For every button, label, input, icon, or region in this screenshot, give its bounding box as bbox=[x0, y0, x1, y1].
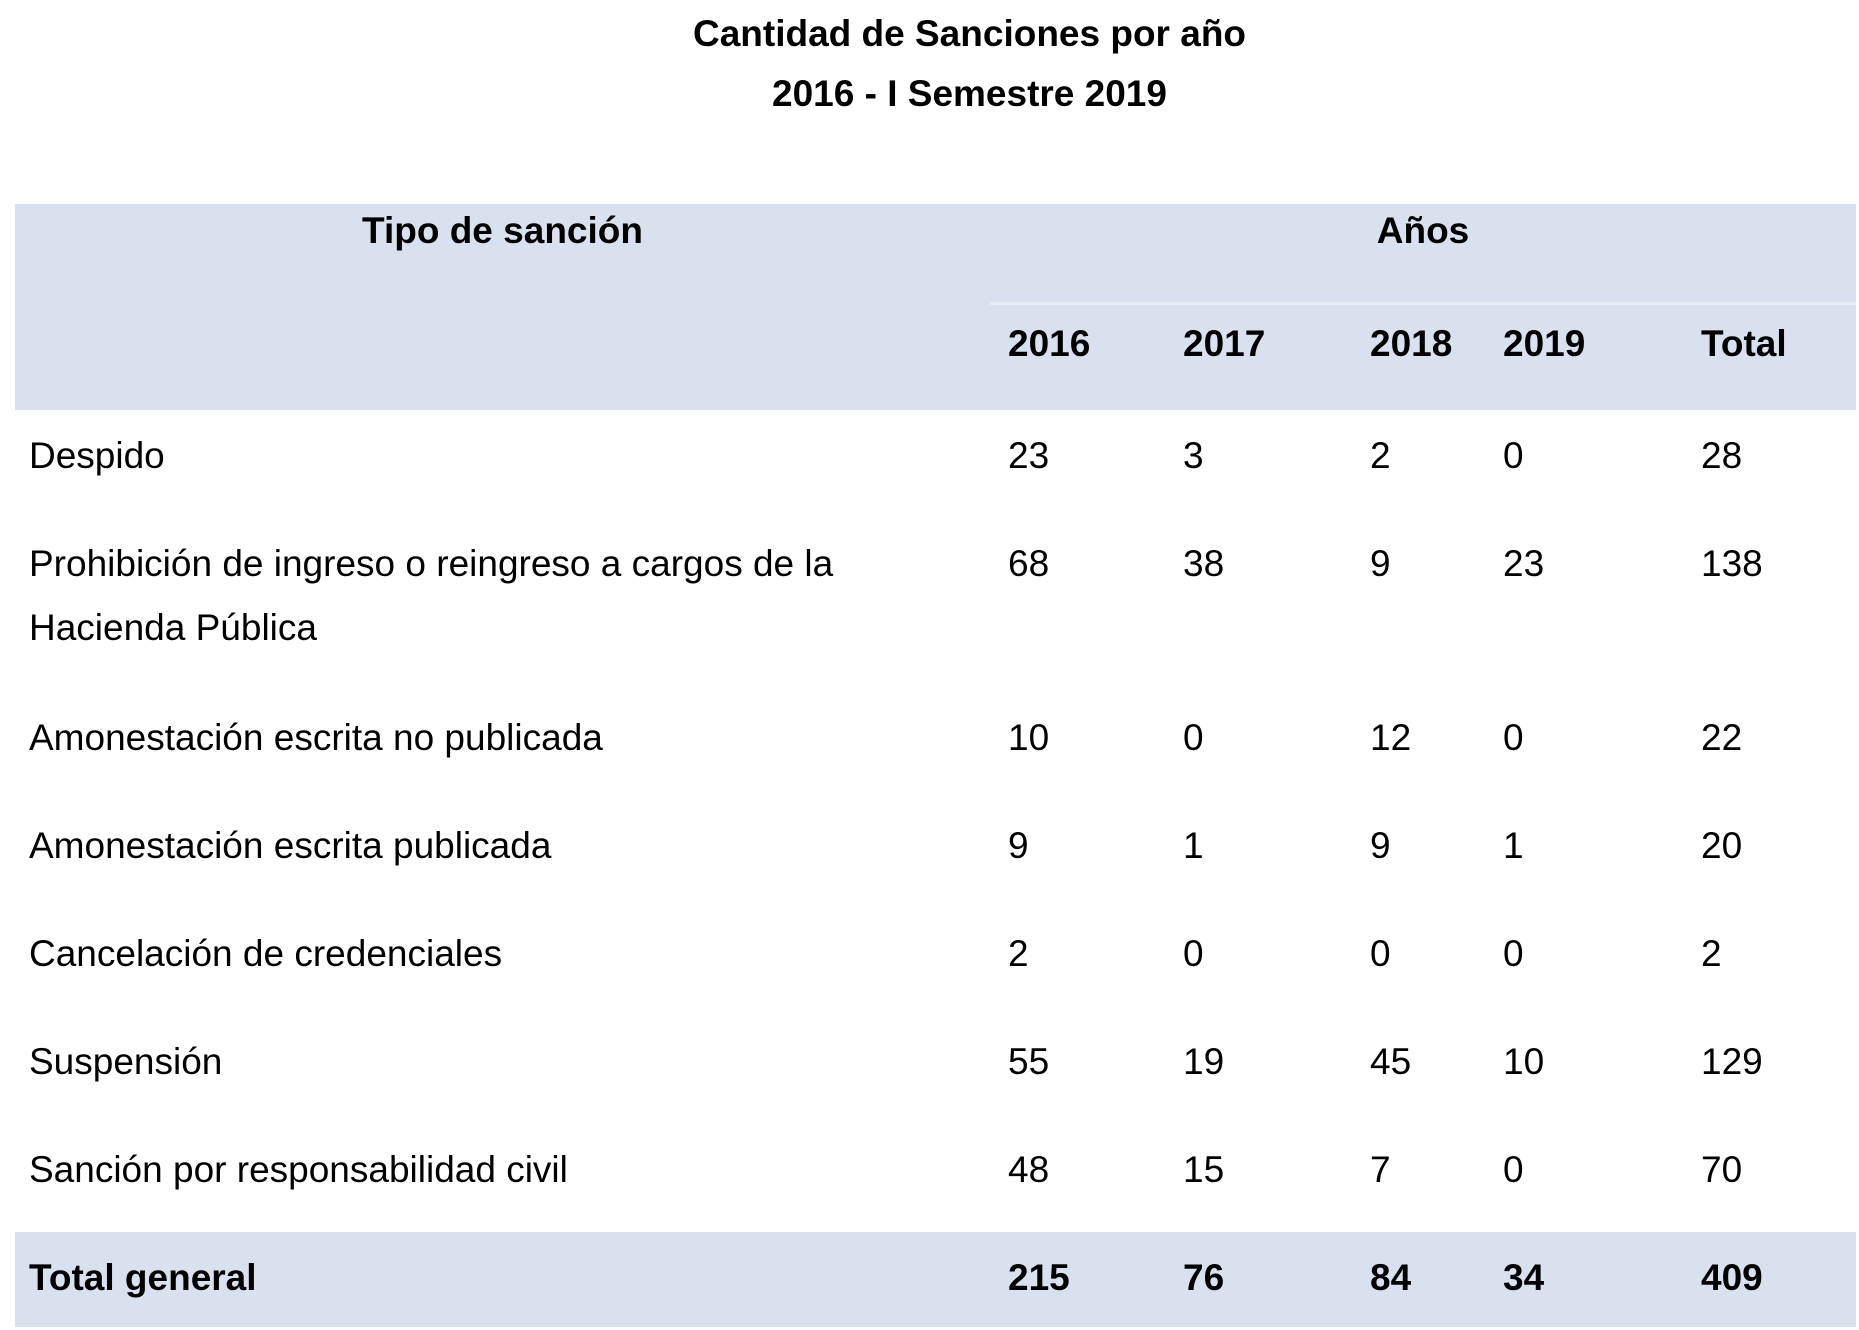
cell-2016: 2 bbox=[990, 908, 1165, 1016]
total-cell-total: 409 bbox=[1683, 1232, 1856, 1327]
row-label: Suspensión bbox=[15, 1016, 990, 1124]
cell-2019: 1 bbox=[1485, 800, 1683, 908]
header-group-row: Tipo de sanción Años bbox=[15, 204, 1856, 410]
page-title-line-1: Cantidad de Sanciones por año bbox=[692, 13, 1247, 54]
table-row-amonestacion-no-publicada: Amonestación escrita no publicada 10 0 1… bbox=[15, 692, 1856, 800]
cell-2018: 45 bbox=[1352, 1016, 1485, 1124]
column-header-type: Tipo de sanción bbox=[15, 204, 990, 410]
column-group-header-years: Años bbox=[990, 204, 1856, 305]
table-row-despido: Despido 23 3 2 0 28 bbox=[15, 410, 1856, 518]
cell-2016: 68 bbox=[990, 518, 1165, 692]
cell-2016: 48 bbox=[990, 1124, 1165, 1232]
row-label: Amonestación escrita publicada bbox=[15, 800, 990, 908]
cell-2017: 0 bbox=[1165, 692, 1352, 800]
row-label: Prohibición de ingreso o reingreso a car… bbox=[15, 518, 990, 692]
column-header-2019: 2019 bbox=[1485, 303, 1683, 410]
cell-2017: 15 bbox=[1165, 1124, 1352, 1232]
cell-2017: 0 bbox=[1165, 908, 1352, 1016]
cell-2017: 1 bbox=[1165, 800, 1352, 908]
cell-2019: 0 bbox=[1485, 692, 1683, 800]
table-body: Despido 23 3 2 0 28 Prohibición de ingre… bbox=[15, 410, 1856, 1327]
cell-2017: 19 bbox=[1165, 1016, 1352, 1124]
table-row-cancelacion: Cancelación de credenciales 2 0 0 0 2 bbox=[15, 908, 1856, 1016]
table-row-suspension: Suspensión 55 19 45 10 129 bbox=[15, 1016, 1856, 1124]
total-row-label: Total general bbox=[15, 1232, 990, 1327]
cell-2016: 9 bbox=[990, 800, 1165, 908]
cell-total: 129 bbox=[1683, 1016, 1856, 1124]
column-header-2018: 2018 bbox=[1352, 303, 1485, 410]
cell-total: 2 bbox=[1683, 908, 1856, 1016]
total-cell-2017: 76 bbox=[1165, 1232, 1352, 1327]
cell-2019: 0 bbox=[1485, 908, 1683, 1016]
cell-total: 70 bbox=[1683, 1124, 1856, 1232]
cell-total: 138 bbox=[1683, 518, 1856, 692]
cell-2018: 12 bbox=[1352, 692, 1485, 800]
cell-2017: 38 bbox=[1165, 518, 1352, 692]
cell-2019: 0 bbox=[1485, 410, 1683, 518]
total-cell-2019: 34 bbox=[1485, 1232, 1683, 1327]
cell-2018: 9 bbox=[1352, 518, 1485, 692]
chart-title-block: Cantidad de Sanciones por año 2016 - I S… bbox=[80, 4, 1859, 124]
total-cell-2016: 215 bbox=[990, 1232, 1165, 1327]
cell-2017: 3 bbox=[1165, 410, 1352, 518]
cell-2016: 55 bbox=[990, 1016, 1165, 1124]
sanctions-table: Tipo de sanción Años 2016 2017 2018 2019… bbox=[15, 204, 1856, 1327]
row-label: Despido bbox=[15, 410, 990, 518]
table-row-sancion-civil: Sanción por responsabilidad civil 48 15 … bbox=[15, 1124, 1856, 1232]
cell-2019: 23 bbox=[1485, 518, 1683, 692]
column-header-2017: 2017 bbox=[1165, 303, 1352, 410]
cell-2016: 23 bbox=[990, 410, 1165, 518]
cell-2018: 7 bbox=[1352, 1124, 1485, 1232]
table-row-prohibicion: Prohibición de ingreso o reingreso a car… bbox=[15, 518, 1856, 692]
sanctions-table-container: Tipo de sanción Años 2016 2017 2018 2019… bbox=[15, 204, 1856, 1327]
cell-2019: 0 bbox=[1485, 1124, 1683, 1232]
page-title-line-2: 2016 - I Semestre 2019 bbox=[772, 73, 1167, 114]
cell-total: 22 bbox=[1683, 692, 1856, 800]
cell-2016: 10 bbox=[990, 692, 1165, 800]
row-label: Cancelación de credenciales bbox=[15, 908, 990, 1016]
total-cell-2018: 84 bbox=[1352, 1232, 1485, 1327]
cell-total: 20 bbox=[1683, 800, 1856, 908]
row-label: Amonestación escrita no publicada bbox=[15, 692, 990, 800]
table-header: Tipo de sanción Años 2016 2017 2018 2019… bbox=[15, 204, 1856, 410]
header-years-row: 2016 2017 2018 2019 Total bbox=[15, 303, 1856, 410]
cell-2018: 2 bbox=[1352, 410, 1485, 518]
column-header-total: Total bbox=[1683, 303, 1856, 410]
cell-2019: 10 bbox=[1485, 1016, 1683, 1124]
table-row-amonestacion-publicada: Amonestación escrita publicada 9 1 9 1 2… bbox=[15, 800, 1856, 908]
cell-2018: 0 bbox=[1352, 908, 1485, 1016]
row-label: Sanción por responsabilidad civil bbox=[15, 1124, 990, 1232]
column-header-2016: 2016 bbox=[990, 303, 1165, 410]
table-row-total-general: Total general 215 76 84 34 409 bbox=[15, 1232, 1856, 1327]
cell-2018: 9 bbox=[1352, 800, 1485, 908]
cell-total: 28 bbox=[1683, 410, 1856, 518]
